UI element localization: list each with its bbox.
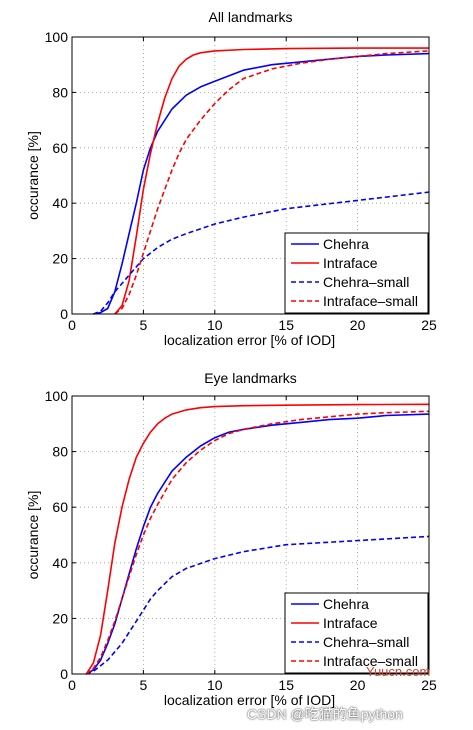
x-axis-label: localization error [% of IOD] — [164, 692, 335, 708]
y-tick-label: 20 — [52, 251, 68, 267]
x-tick-label: 5 — [140, 317, 148, 333]
series-line-2 — [114, 47, 429, 315]
y-tick-label: 60 — [52, 499, 68, 515]
x-tick-label: 0 — [68, 677, 76, 693]
series-line-1 — [85, 413, 430, 675]
legend-entry-1: Chehra — [323, 596, 369, 612]
y-tick-label: 20 — [52, 610, 68, 626]
chart-title: Eye landmarks — [204, 370, 297, 386]
axes-frame — [71, 395, 430, 675]
x-tick-label: 25 — [421, 317, 437, 333]
series-line-3 — [86, 535, 430, 675]
legend: Chehra Intraface Chehra–small Intraface–sma… — [284, 232, 429, 314]
x-tick-label: 25 — [421, 677, 437, 693]
series-line-2 — [85, 403, 430, 675]
y-tick-label: 100 — [45, 29, 69, 45]
chart-title: All landmarks — [208, 9, 292, 25]
series-line-4 — [85, 410, 430, 675]
y-tick-label: 40 — [52, 195, 68, 211]
series-line-3 — [93, 191, 430, 315]
legend-entry-3: Chehra–small — [323, 634, 409, 650]
y-axis-label: occurance [%] — [25, 491, 41, 580]
x-tick-label: 10 — [207, 677, 223, 693]
legend-entry-4: Intraface–small — [323, 653, 418, 669]
x-tick-label: 15 — [278, 317, 294, 333]
legend-box — [284, 232, 429, 314]
x-axis-label: localization error [% of IOD] — [164, 332, 335, 348]
watermark-csdn: CSDN @吃猫的鱼python — [247, 706, 403, 722]
y-tick-label: 40 — [52, 555, 68, 571]
x-tick-label: 20 — [350, 317, 366, 333]
y-tick-label: 80 — [52, 444, 68, 460]
chart-2: 0 5 10 15 20 25 0 20 40 60 80 100 Eye landmarks local… — [25, 370, 437, 708]
x-tick-label: 0 — [68, 317, 76, 333]
legend-box — [284, 592, 429, 674]
y-tick-label: 100 — [45, 388, 69, 404]
x-tick-label: 20 — [350, 677, 366, 693]
legend-entry-2: Intraface — [323, 615, 378, 631]
legend-entry-3: Chehra–small — [323, 274, 409, 290]
axes-frame — [71, 36, 430, 315]
chart-1: 0 5 10 15 20 25 0 20 40 60 80 100 All landmarks local… — [25, 9, 437, 348]
legend-entry-1: Chehra — [323, 236, 369, 252]
x-tick-label: 15 — [278, 677, 294, 693]
x-tick-label: 5 — [140, 677, 148, 693]
y-axis-label: occurance [%] — [25, 131, 41, 220]
y-tick-label: 0 — [60, 666, 68, 682]
watermark-yuucn: Yuucn.com — [366, 664, 431, 679]
y-tick-label: 80 — [52, 84, 68, 100]
legend-entry-4: Intraface–small — [323, 293, 418, 309]
y-tick-label: 0 — [60, 306, 68, 322]
legend-entry-2: Intraface — [323, 255, 378, 271]
x-tick-label: 10 — [207, 317, 223, 333]
legend: Chehra Intraface Chehra–small Intraface–sma… — [284, 592, 429, 674]
series-line-4 — [114, 50, 430, 315]
y-tick-label: 60 — [52, 140, 68, 156]
